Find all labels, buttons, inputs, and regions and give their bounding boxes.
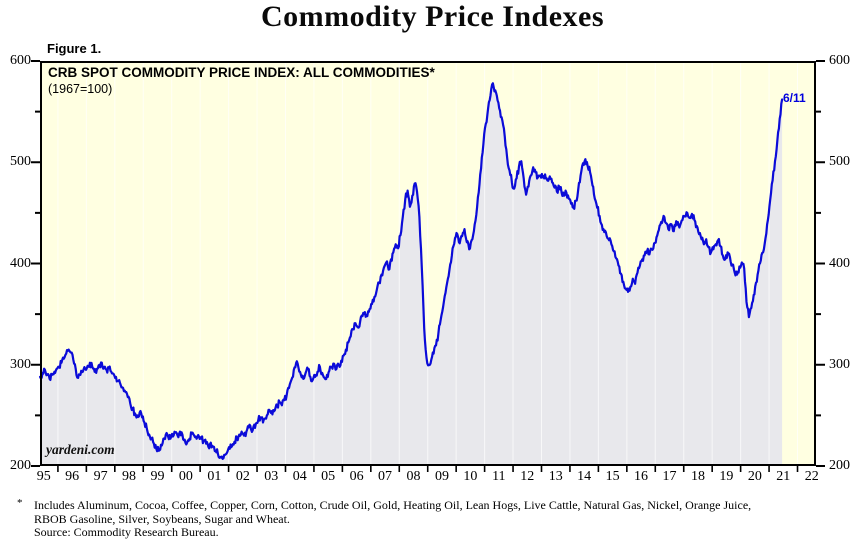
x-axis-label: 10 — [463, 469, 478, 484]
x-axis-label: 20 — [747, 469, 762, 484]
x-axis-label: 02 — [235, 469, 250, 484]
y-axis-label-right: 600 — [829, 53, 850, 68]
y-axis-label-left: 600 — [10, 53, 31, 68]
x-axis-label: 11 — [492, 469, 506, 484]
x-axis-label: 21 — [776, 469, 791, 484]
x-axis-label: 98 — [122, 469, 137, 484]
y-axis-label-left: 500 — [10, 154, 31, 170]
watermark-yardeni: yardeni.com — [46, 442, 115, 457]
x-axis-label: 06 — [349, 469, 364, 484]
footnote-line-1: Includes Aluminum, Cocoa, Coffee, Copper… — [34, 498, 752, 512]
x-axis-label: 96 — [65, 469, 80, 484]
x-axis-label: 17 — [662, 469, 677, 484]
y-axis-label-right: 500 — [829, 154, 850, 170]
y-axis-label-right: 400 — [829, 255, 850, 271]
footnote-asterisk: * — [17, 497, 23, 509]
chart-header-title: CRB SPOT COMMODITY PRICE INDEX: ALL COMM… — [48, 65, 435, 80]
x-axis-label: 01 — [207, 469, 222, 484]
page-title: Commodity Price Indexes — [260, 0, 605, 33]
y-axis-label-right: 200 — [829, 458, 850, 473]
x-axis-label: 19 — [719, 469, 734, 484]
chart-header-subtitle: (1967=100) — [48, 82, 113, 96]
x-axis-label: 14 — [577, 469, 592, 484]
x-axis-label: 16 — [634, 469, 649, 484]
x-axis-label: 15 — [605, 469, 620, 484]
footnote-line-2: RBOB Gasoline, Silver, Soybeans, Sugar a… — [34, 511, 290, 526]
figure-label: Figure 1. — [47, 41, 102, 56]
x-axis-label: 12 — [520, 469, 535, 484]
area-fill — [40, 83, 783, 467]
footnote-line-3: Source: Commodity Research Bureau. — [34, 525, 219, 539]
plot-border — [40, 61, 816, 466]
footnote: Includes Aluminum, Cocoa, Coffee, Copper… — [34, 498, 834, 540]
x-axis-label: 13 — [548, 469, 563, 484]
x-axis-label: 95 — [36, 469, 51, 484]
x-axis-label: 99 — [150, 469, 165, 484]
x-axis-label: 18 — [690, 469, 705, 484]
x-axis-label: 07 — [378, 469, 393, 484]
x-axis-label: 03 — [264, 469, 279, 484]
x-axis-label: 97 — [93, 469, 108, 484]
y-axis-label-left: 400 — [10, 255, 31, 271]
y-axis-label-left: 300 — [10, 356, 31, 372]
end-date-label: 6/11 — [783, 91, 806, 105]
x-axis-label: 22 — [804, 469, 819, 484]
x-axis-label: 08 — [406, 469, 421, 484]
x-axis-label: 05 — [321, 469, 336, 484]
x-axis-label: 04 — [292, 469, 307, 484]
x-axis-label: 00 — [178, 469, 193, 484]
x-axis-label: 09 — [434, 469, 449, 484]
y-axis-label-left: 200 — [10, 458, 31, 473]
price-line — [38, 82, 784, 460]
y-axis-label-right: 300 — [829, 356, 850, 372]
